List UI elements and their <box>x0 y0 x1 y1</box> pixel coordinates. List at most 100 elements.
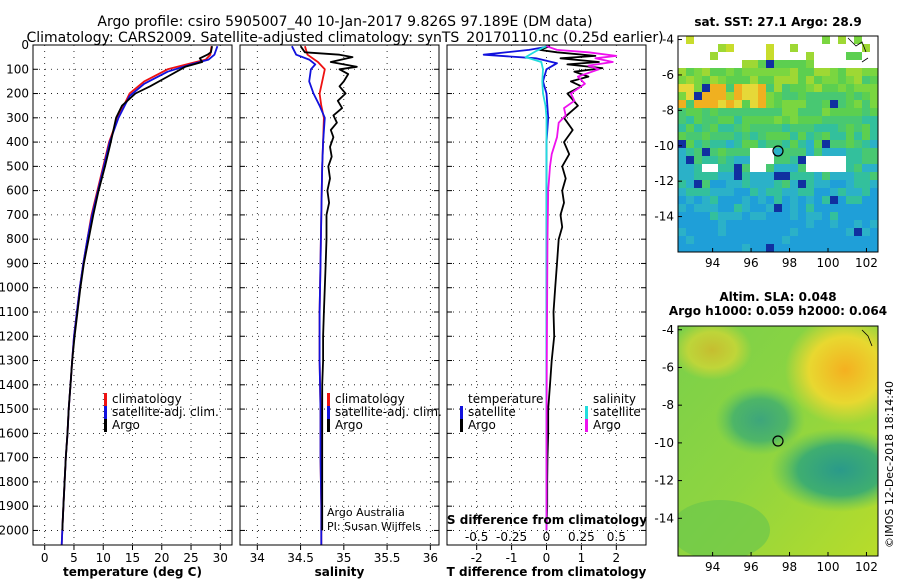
depth-tick-label: 1600 <box>0 426 29 440</box>
sst-cell <box>814 244 822 252</box>
sst-cell <box>782 212 790 220</box>
sst-cell <box>750 204 758 212</box>
sst-map-title: sat. SST: 27.1 Argo: 28.9 <box>694 15 861 29</box>
sst-cell <box>782 228 790 236</box>
sst-cell <box>710 212 718 220</box>
sst-cell <box>790 196 798 204</box>
depth-tick-label: 1700 <box>0 451 29 465</box>
sst-cell <box>702 228 710 236</box>
x-axis-label: T difference from climatology <box>447 565 647 579</box>
sst-cell <box>822 244 830 252</box>
sst-cell <box>838 212 846 220</box>
sst-cell <box>726 172 734 180</box>
sst-cell <box>806 172 814 180</box>
sst-cell <box>758 220 766 228</box>
sst-cell <box>830 220 838 228</box>
sst-cell <box>846 100 854 108</box>
sst-cell <box>822 68 830 76</box>
sst-cell <box>734 68 742 76</box>
sst-cell <box>718 188 726 196</box>
legend-swatch-s-satellite <box>585 406 588 419</box>
sst-cell <box>702 84 710 92</box>
map-x-tick-label: 94 <box>705 560 720 574</box>
panel-frame <box>446 44 647 546</box>
depth-tick-label: 100 <box>6 62 29 76</box>
sst-cell <box>838 124 846 132</box>
sst-cell <box>766 196 774 204</box>
sst-cell <box>798 148 806 156</box>
sst-cell <box>854 244 862 252</box>
sst-cell <box>782 108 790 116</box>
sst-cell <box>846 68 854 76</box>
sst-cell <box>686 140 694 148</box>
sst-cell <box>862 212 870 220</box>
sst-cell <box>686 76 694 84</box>
sst-cell <box>702 188 710 196</box>
sst-cell <box>830 180 838 188</box>
sst-cell <box>678 148 686 156</box>
sst-cell <box>870 172 878 180</box>
sst-cell <box>742 244 750 252</box>
sst-cell <box>822 84 830 92</box>
sst-cell <box>798 220 806 228</box>
sst-cell <box>854 124 862 132</box>
map-y-tick-label: -10 <box>654 139 674 153</box>
sst-cell <box>742 84 750 92</box>
x-tick-label: 34 <box>250 551 265 565</box>
sst-cell <box>782 100 790 108</box>
sst-cell <box>870 196 878 204</box>
sst-cell <box>726 124 734 132</box>
sst-cell <box>790 148 798 156</box>
depth-tick-label: 1800 <box>0 475 29 489</box>
sst-cell <box>846 132 854 140</box>
sst-cell <box>806 236 814 244</box>
coastline-icon <box>847 37 869 63</box>
sst-cell <box>726 212 734 220</box>
sst-cell <box>822 220 830 228</box>
salinity-legend: climatology satellite-adj. clim. Argo Ar… <box>327 392 442 533</box>
sst-cell <box>838 204 846 212</box>
depth-tick-label: 2000 <box>0 523 29 537</box>
sst-cell <box>766 124 774 132</box>
sst-cell <box>718 140 726 148</box>
sst-cell <box>870 180 878 188</box>
sst-cell <box>846 92 854 100</box>
sst-cell <box>774 212 782 220</box>
x-tick-label: 5 <box>70 551 78 565</box>
sst-cell <box>822 172 830 180</box>
sst-cell <box>710 188 718 196</box>
sst-cell <box>782 196 790 204</box>
sst-cell <box>694 76 702 84</box>
sst-cell <box>854 188 862 196</box>
depth-tick-label: 900 <box>6 256 29 270</box>
sst-cell <box>806 132 814 140</box>
sst-cell <box>870 164 878 172</box>
sst-cell <box>862 116 870 124</box>
sst-cell <box>862 124 870 132</box>
sst-cell <box>830 188 838 196</box>
map-x-tick-label: 102 <box>855 560 878 574</box>
sst-cell <box>774 196 782 204</box>
sst-cell <box>862 156 870 164</box>
sst-cell <box>830 212 838 220</box>
map-x-tick-label: 96 <box>743 560 758 574</box>
sst-cell <box>758 204 766 212</box>
sst-cell <box>798 180 806 188</box>
sst-cell <box>870 140 878 148</box>
legend-argo: Argo <box>335 418 363 432</box>
sst-cell <box>830 196 838 204</box>
sst-cell <box>718 44 726 52</box>
sst-cell <box>742 76 750 84</box>
sst-cell <box>686 116 694 124</box>
sst-cell <box>710 68 718 76</box>
map-y-tick-label: -14 <box>654 511 674 525</box>
sst-cell <box>742 188 750 196</box>
sst-cell <box>718 220 726 228</box>
sst-cell <box>734 196 742 204</box>
sst-cell <box>790 60 798 68</box>
sst-cell <box>702 148 710 156</box>
sst-cell <box>750 220 758 228</box>
series-line-s-argo <box>545 45 618 531</box>
sst-cell <box>854 204 862 212</box>
